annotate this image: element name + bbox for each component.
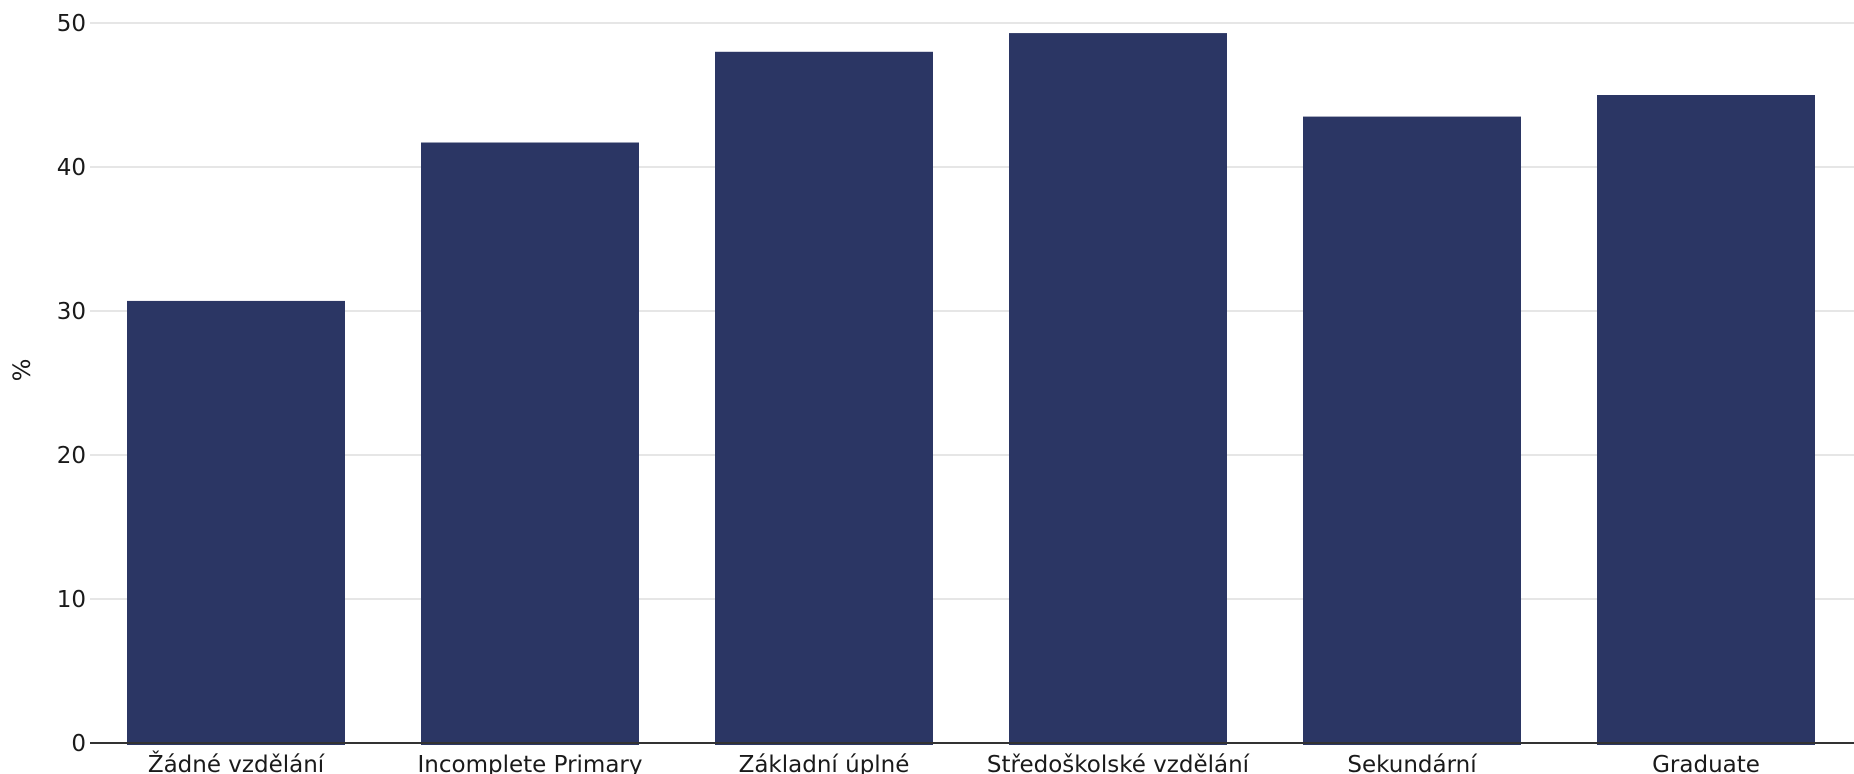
bars [127,33,1815,746]
y-tick-label: 40 [57,155,86,181]
x-axis-ticks: Žádné vzdělání Incomplete Primary Základní… [148,750,1760,774]
y-axis-title: % [8,359,36,382]
y-tick-label: 0 [71,731,86,757]
grid-lines [90,22,1854,600]
x-tick-label: Incomplete Primary [418,752,643,774]
y-tick-label: 30 [57,299,86,325]
x-tick-label: Středoškolské vzdělání [987,752,1250,774]
y-tick-label: 10 [57,587,86,613]
x-tick-label: Graduate [1652,752,1760,774]
bar [1597,95,1815,745]
bar [127,300,345,745]
x-tick-label: Žádné vzdělání [148,750,325,774]
bar [715,51,933,746]
x-tick-label: Základní úplné [739,752,910,774]
y-tick-label: 20 [57,443,86,469]
y-tick-label: 50 [57,11,86,37]
x-tick-label: Sekundární [1347,752,1477,774]
bar [1303,116,1521,746]
bar [421,142,639,745]
y-axis-ticks: 0 10 20 30 40 50 [57,11,86,757]
bar [1009,33,1227,745]
